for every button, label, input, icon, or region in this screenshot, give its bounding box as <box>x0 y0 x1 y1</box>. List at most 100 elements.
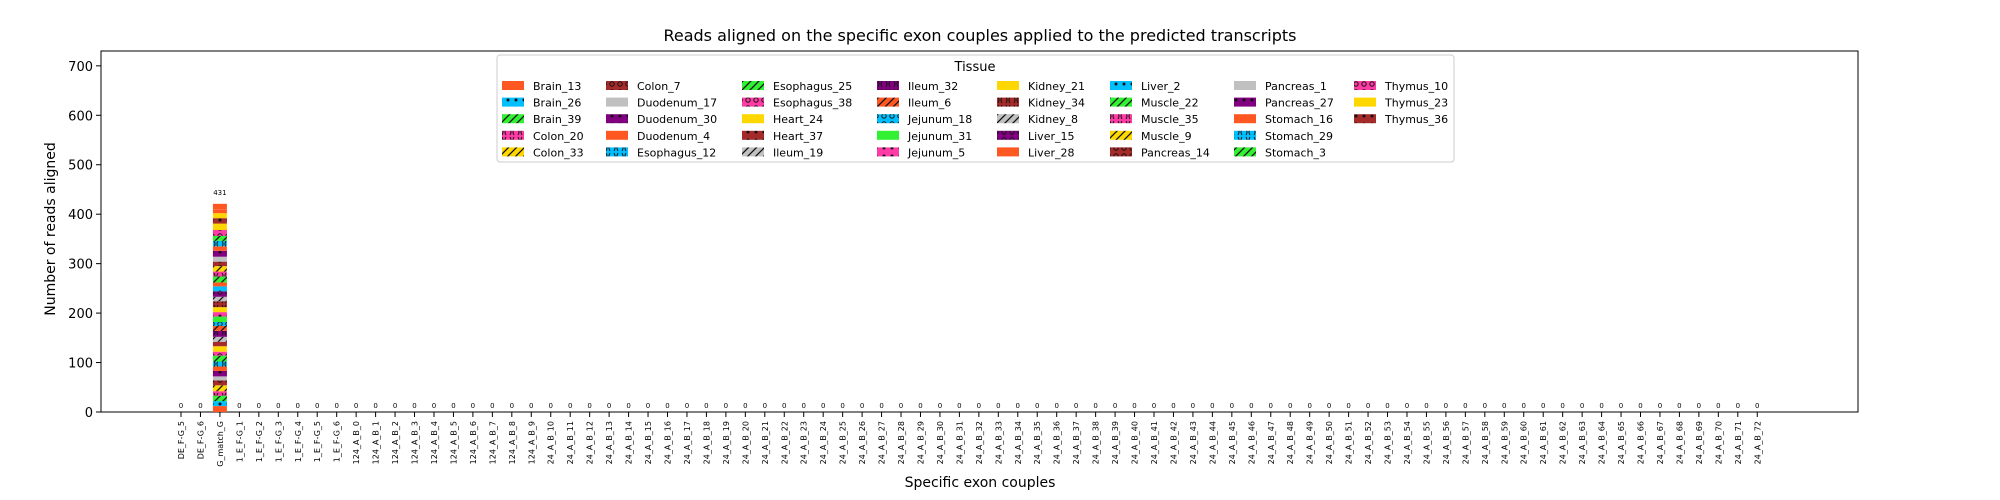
bar-value-label: 0 <box>879 402 883 410</box>
bar-value-label: 0 <box>1580 402 1584 410</box>
legend-label: Thymus_36 <box>1384 113 1448 126</box>
x-tick-label: 24_A_B_69 <box>1695 421 1704 464</box>
legend-label: Jejunum_5 <box>907 146 965 159</box>
x-tick-label: 24_A_B_44 <box>1208 421 1217 464</box>
x-tick-label: 24_A_B_20 <box>741 421 750 464</box>
legend-swatch <box>502 130 524 140</box>
x-tick-label: 1_E_F-G_1 <box>235 421 244 462</box>
bar-value-label: 0 <box>315 402 319 410</box>
bar-value-label: 0 <box>529 402 533 410</box>
legend-label: Stomach_29 <box>1265 130 1333 143</box>
x-axis-label: Specific exon couples <box>905 475 1056 491</box>
legend-label: Thymus_10 <box>1384 80 1448 93</box>
legend-swatch <box>877 147 899 157</box>
bar-value-label: 0 <box>1249 402 1253 410</box>
x-tick-label: 24_A_B_26 <box>858 421 867 464</box>
x-tick-label: 24_A_B_28 <box>897 421 906 464</box>
x-tick-label: 24_A_B_62 <box>1559 421 1568 464</box>
legend-swatch <box>1234 130 1256 140</box>
bar-value-label: 0 <box>432 402 436 410</box>
legend-label: Muscle_22 <box>1141 97 1199 110</box>
bar-segment <box>212 395 227 402</box>
bar-value-label: 0 <box>899 402 903 410</box>
legend-label: Brain_26 <box>533 97 581 110</box>
legend-swatch <box>997 114 1019 124</box>
legend-label: Pancreas_14 <box>1141 146 1210 159</box>
y-axis: 0 100 200 300 400 500 600 700 <box>68 60 101 421</box>
bar-value-label: 0 <box>296 402 300 410</box>
bar-segment <box>212 203 227 210</box>
bar-value-label: 0 <box>1171 402 1175 410</box>
bar-segment <box>212 325 227 331</box>
legend-swatch <box>877 97 899 107</box>
bar-value-label: 0 <box>587 402 591 410</box>
legend-swatch <box>742 97 764 107</box>
bar-segment <box>212 330 227 337</box>
x-tick-label: 24_A_B_38 <box>1092 421 1101 464</box>
legend-label: Heart_24 <box>773 113 823 126</box>
bar-value-label: 0 <box>1463 402 1467 410</box>
bar-value-label: 0 <box>607 402 611 410</box>
y-tick-label: 500 <box>68 159 93 174</box>
x-tick-label: 24_A_B_60 <box>1520 421 1529 464</box>
bar-segment <box>212 235 227 241</box>
legend-label: Duodenum_17 <box>637 97 717 110</box>
bar-segment <box>212 246 227 251</box>
bar-segment <box>212 385 227 392</box>
x-tick-label: 1_E_F-G_4 <box>294 421 303 462</box>
bar-value-label: 0 <box>257 402 261 410</box>
x-tick-label: 24_A_B_17 <box>683 421 692 464</box>
bar-value-label: 0 <box>451 402 455 410</box>
legend-label: Ileum_32 <box>908 80 958 93</box>
legend-label: Muscle_9 <box>1141 130 1192 143</box>
bar-segment <box>212 401 227 407</box>
x-tick-label: 24_A_B_46 <box>1247 421 1256 464</box>
x-tick-label: 24_A_B_33 <box>994 421 1003 464</box>
bar-value-label: 0 <box>1483 402 1487 410</box>
x-tick-label: 24_A_B_55 <box>1422 421 1431 464</box>
legend-swatch <box>997 81 1019 90</box>
bar-segment <box>212 346 227 352</box>
x-tick-label: DE_F-G_5 <box>177 421 186 459</box>
bar-segment <box>212 282 227 287</box>
x-tick-label: 24_A_B_59 <box>1500 421 1509 464</box>
legend-label: Pancreas_1 <box>1265 80 1327 93</box>
bar-value-label: 0 <box>724 402 728 410</box>
bar-value-label: 0 <box>646 402 650 410</box>
legend-label: Kidney_21 <box>1028 80 1085 93</box>
bar-value-label: 0 <box>1366 402 1370 410</box>
legend-swatch <box>1354 97 1376 107</box>
bar-value-label: 0 <box>490 402 494 410</box>
bar-value-label: 0 <box>782 402 786 410</box>
legend-swatch <box>606 114 628 124</box>
bar-value-label: 0 <box>977 402 981 410</box>
legend-swatch <box>606 97 628 107</box>
x-tick-label: 24_A_B_12 <box>586 421 595 464</box>
x-tick-label: 1_E_F-G_3 <box>274 421 283 462</box>
x-tick-label: 24_A_B_18 <box>702 421 711 464</box>
x-tick-label: 24_A_B_37 <box>1072 421 1081 464</box>
x-tick-label: 24_A_B_48 <box>1286 421 1295 464</box>
bar-value-label: 0 <box>1346 402 1350 410</box>
bar-value-label: 0 <box>1074 402 1078 410</box>
bar-value-label: 0 <box>237 402 241 410</box>
bar-value-label: 431 <box>213 189 226 197</box>
x-tick-label: 24_A_B_63 <box>1578 421 1587 464</box>
legend-swatch <box>1110 81 1132 90</box>
legend-label: Colon_20 <box>533 130 584 143</box>
legend-frame <box>496 54 1455 163</box>
bar-segment <box>212 261 227 267</box>
x-tick-label: 24_A_B_36 <box>1053 421 1062 464</box>
legend-label: Esophagus_12 <box>637 146 716 159</box>
legend-swatch <box>1354 114 1376 124</box>
bar-value-label: 0 <box>354 402 358 410</box>
legend-swatch <box>1234 147 1256 157</box>
x-tick-label: 124_A_B_2 <box>391 421 400 464</box>
legend-label: Stomach_16 <box>1265 113 1333 126</box>
x-tick-label: 1_E_F-G_5 <box>313 421 322 462</box>
legend-swatch <box>877 130 899 140</box>
bar-value-label: 0 <box>1444 402 1448 410</box>
legend-label: Duodenum_30 <box>637 113 717 126</box>
legend-swatch <box>1354 81 1376 90</box>
x-tick-label: 24_A_B_57 <box>1461 421 1470 464</box>
